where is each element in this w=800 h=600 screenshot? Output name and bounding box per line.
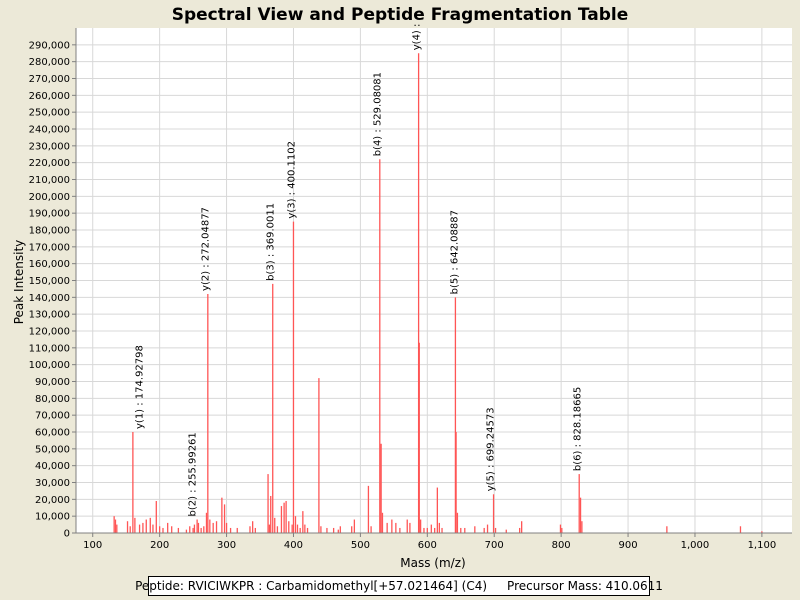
x-tick-label: 300 (217, 540, 236, 551)
plot-area: 100 200 300 400 500 600 700 800 900 1,000 1,100 0 10… (29, 24, 792, 551)
y-tick-label: 260,000 (29, 91, 70, 102)
precursor-mass-label: Precursor Mass: 410.0611 (507, 579, 663, 593)
y-tick-label: 220,000 (29, 158, 70, 169)
fragment-annotation: y(2) : 272.04877 (201, 207, 212, 291)
x-tick-label: 200 (150, 540, 169, 551)
x-tick-label: 900 (619, 540, 638, 551)
y-tick-label: 250,000 (29, 108, 70, 119)
y-tick-label: 40,000 (35, 461, 70, 472)
y-tick-label: 110,000 (29, 343, 70, 354)
x-tick-label: 600 (418, 540, 437, 551)
fragment-annotation: y(4) : (412, 24, 423, 51)
y-tick-label: 80,000 (35, 394, 70, 405)
y-tick-label: 210,000 (29, 175, 70, 186)
y-tick-label: 30,000 (35, 478, 70, 489)
y-tick-label: 200,000 (29, 192, 70, 203)
y-tick-label: 280,000 (29, 57, 70, 68)
y-tick-label: 180,000 (29, 226, 70, 237)
x-tick-label: 1,000 (681, 540, 710, 551)
y-tick-label: 0 (64, 529, 70, 540)
fragment-annotation: b(4) : 529.08081 (373, 72, 384, 156)
peptide-label: Peptide: RVICIWKPR : Carbamidomethyl[+57… (135, 579, 488, 593)
y-tick-label: 130,000 (29, 310, 70, 321)
y-tick-label: 160,000 (29, 259, 70, 270)
y-tick-label: 90,000 (35, 377, 70, 388)
fragment-annotation: y(3) : 400.1102 (287, 141, 298, 219)
fragment-annotation: b(5) : 642.08887 (450, 210, 461, 294)
y-tick-label: 150,000 (29, 276, 70, 287)
y-tick-label: 60,000 (35, 428, 70, 439)
fragment-annotation: b(2) : 255.99261 (188, 432, 199, 516)
fragment-annotation: y(5) : 699.24573 (486, 407, 497, 491)
x-axis-label: Mass (m/z) (400, 556, 465, 570)
y-tick-label: 120,000 (29, 327, 70, 338)
y-tick-label: 230,000 (29, 141, 70, 152)
y-tick-label: 20,000 (35, 495, 70, 506)
y-tick-label: 240,000 (29, 125, 70, 136)
y-tick-label: 70,000 (35, 411, 70, 422)
fragment-annotation: y(1) : 174.92798 (135, 345, 146, 429)
y-tick-label: 270,000 (29, 74, 70, 85)
y-tick-label: 170,000 (29, 242, 70, 253)
x-tick-label: 1,100 (748, 540, 777, 551)
x-tick-label: 400 (284, 540, 303, 551)
y-tick-label: 190,000 (29, 209, 70, 220)
fragment-annotation: b(6) : 828.18665 (573, 387, 584, 471)
y-tick-label: 50,000 (35, 444, 70, 455)
chart-title: Spectral View and Peptide Fragmentation … (172, 5, 629, 25)
y-tick-label: 100,000 (29, 360, 70, 371)
x-tick-label: 800 (552, 540, 571, 551)
y-tick-label: 10,000 (35, 512, 70, 523)
x-tick-label: 100 (83, 540, 102, 551)
y-tick-label: 140,000 (29, 293, 70, 304)
y-tick-label: 290,000 (29, 40, 70, 51)
x-tick-label: 500 (351, 540, 370, 551)
y-axis-label: Peak Intensity (12, 240, 26, 325)
peptide-info-box: Peptide: RVICIWKPR : Carbamidomethyl[+57… (135, 576, 663, 596)
x-tick-label: 700 (485, 540, 504, 551)
fragment-annotation: b(3) : 369.0011 (266, 203, 277, 281)
